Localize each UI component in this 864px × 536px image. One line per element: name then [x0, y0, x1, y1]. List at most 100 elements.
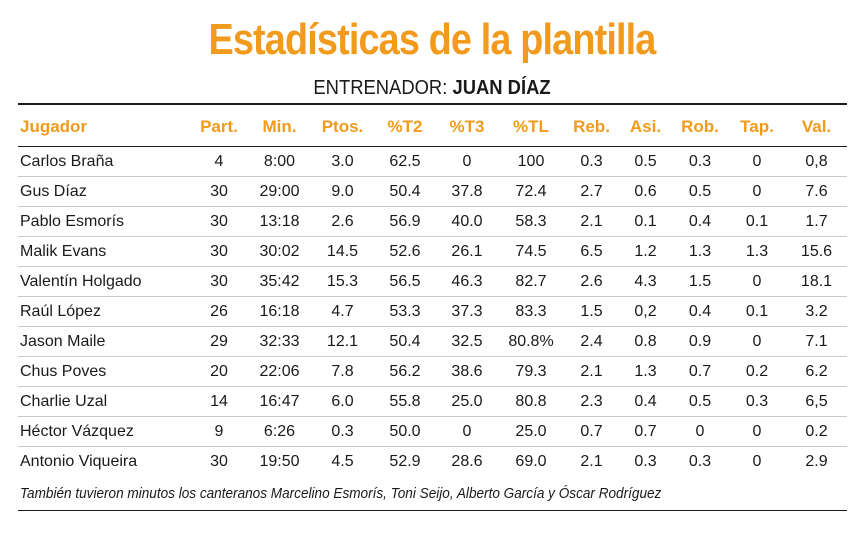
cell-reb: 6.5 [564, 236, 619, 267]
cell-asi: 0.1 [619, 206, 672, 237]
cell-t3: 32.5 [436, 326, 498, 357]
cell-val: 2.9 [805, 452, 828, 470]
cell-tap: 0.3 [728, 386, 786, 417]
cell-ptos: 2.6 [311, 206, 374, 237]
cell-ptos: 12.1 [311, 326, 374, 357]
cell-t2: 56.9 [374, 206, 436, 237]
cell-asi: 0.4 [619, 386, 672, 417]
cell-tap: 0 [728, 266, 786, 297]
coach-label: ENTRENADOR: [313, 77, 448, 99]
cell-t3: 37.3 [436, 296, 498, 327]
cell-t2: 50.0 [374, 416, 436, 447]
table-row: Gus Díaz 30 29:00 9.0 50.4 37.8 72.4 2.7 0.6 0.5 0… [18, 176, 847, 207]
cell-val: 15.6 [786, 236, 847, 267]
cell-jugador: Raúl López [18, 296, 190, 327]
cell-reb: 1.5 [564, 296, 619, 327]
cell-ptos: 7.8 [311, 356, 374, 387]
cell-reb: 0.7 [564, 416, 619, 447]
page-title: Estadísticas de la plantilla [208, 15, 656, 64]
cell-tl: 74.5 [498, 236, 564, 267]
cell-min: 30:02 [248, 236, 311, 267]
cell-reb: 2.7 [564, 176, 619, 207]
cell-part: 30 [190, 206, 248, 237]
cell-t3: 0 [436, 416, 498, 447]
cell-rob: 0.5 [672, 386, 728, 417]
cell-tap: 0 [728, 146, 786, 177]
cell-reb: 2.1 [564, 206, 619, 237]
cell-tl: 80.8% [498, 326, 564, 357]
cell-asi: 1.2 [619, 236, 672, 267]
cell-tap: 1.3 [728, 236, 786, 267]
header-t3: %T3 [436, 108, 498, 147]
cell-t2: 52.9 [389, 452, 421, 470]
cell-val: 6,5 [786, 386, 847, 417]
cell-rob: 1.5 [672, 266, 728, 297]
cell-t2: 50.4 [374, 176, 436, 207]
cell-reb: 2.6 [564, 266, 619, 297]
cell-tap: 0.1 [728, 206, 786, 237]
header-val: Val. [786, 108, 847, 147]
cell-val: 0,8 [786, 146, 847, 177]
cell-val: 0.2 [786, 416, 847, 447]
cell-part: 26 [190, 296, 248, 327]
cell-jugador: Valentín Holgado [18, 266, 190, 297]
cell-t3: 46.3 [436, 266, 498, 297]
cell-min: 35:42 [248, 266, 311, 297]
cell-min: 16:18 [248, 296, 311, 327]
cell-jugador: Chus Poves [18, 356, 190, 387]
footnote: También tuvieron minutos los canteranos … [20, 485, 662, 502]
cell-t2: 56.5 [374, 266, 436, 297]
cell-ptos: 14.5 [311, 236, 374, 267]
cell-part: 9 [190, 416, 248, 447]
cell-val: 7.6 [786, 176, 847, 207]
cell-rob: 0 [672, 416, 728, 447]
coach-line: ENTRENADOR: JUAN DÍAZ [35, 76, 830, 100]
cell-asi: 4.3 [619, 266, 672, 297]
cell-rob: 0.3 [672, 146, 728, 177]
cell-ptos: 9.0 [311, 176, 374, 207]
cell-asi: 0,2 [619, 296, 672, 327]
cell-t3: 37.8 [436, 176, 498, 207]
cell-t3: 25.0 [436, 386, 498, 417]
cell-min: 13:18 [248, 206, 311, 237]
bottom-divider [18, 510, 847, 511]
cell-t3: 26.1 [436, 236, 498, 267]
table-row: Chus Poves 20 22:06 7.8 56.2 38.6 79.3 2.1 1.3 0.… [18, 356, 847, 387]
cell-asi: 0.3 [634, 452, 657, 470]
cell-t3: 28.6 [451, 452, 483, 470]
cell-val: 1.7 [786, 206, 847, 237]
cell-t2: 62.5 [374, 146, 436, 177]
cell-tap: 0 [728, 176, 786, 207]
stats-table: Jugador Part. Min. Ptos. %T2 %T3 %TL Reb… [18, 108, 847, 476]
cell-rob: 0.4 [672, 296, 728, 327]
cell-min: 22:06 [248, 356, 311, 387]
table-row: Valentín Holgado 30 35:42 15.3 56.5 46.3 82.7 2… [18, 266, 847, 297]
cell-jugador: Héctor Vázquez [18, 416, 190, 447]
table-row: Jason Maile 29 32:33 12.1 50.4 32.5 80.8% 2.4 0.… [18, 326, 847, 357]
cell-rob: 0.3 [688, 452, 712, 470]
cell-reb: 0.3 [564, 146, 619, 177]
cell-reb: 2.1 [564, 356, 619, 387]
header-ptos: Ptos. [311, 108, 374, 147]
cell-tap: 0 [728, 416, 786, 447]
header-t2: %T2 [374, 108, 436, 147]
cell-val: 3.2 [786, 296, 847, 327]
cell-part: 30 [190, 236, 248, 267]
cell-asi: 0.7 [619, 416, 672, 447]
cell-ptos: 6.0 [311, 386, 374, 417]
cell-part: 20 [190, 356, 248, 387]
cell-part: 29 [190, 326, 248, 357]
cell-val: 6.2 [786, 356, 847, 387]
cell-reb: 2.1 [580, 452, 603, 470]
cell-jugador: Jason Maile [18, 326, 190, 357]
cell-ptos: 4.7 [311, 296, 374, 327]
cell-val: 18.1 [786, 266, 847, 297]
cell-ptos: 3.0 [311, 146, 374, 177]
table-row: Malik Evans 30 30:02 14.5 52.6 26.1 74.5 6.5 1.2… [18, 236, 847, 267]
cell-tap: 0.2 [728, 356, 786, 387]
header-row: Jugador Part. Min. Ptos. %T2 %T3 %TL Reb… [18, 108, 847, 147]
cell-tap: 0 [728, 326, 786, 357]
cell-jugador: Gus Díaz [18, 176, 190, 207]
cell-t3: 0 [436, 146, 498, 177]
cell-rob: 1.3 [672, 236, 728, 267]
